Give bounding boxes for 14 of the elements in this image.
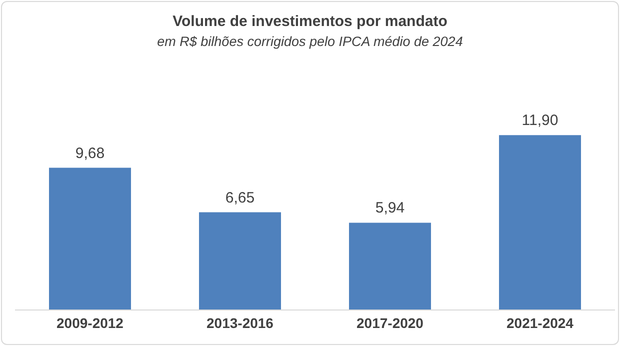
bar (499, 135, 581, 310)
x-tick-label: 2009-2012 (56, 314, 124, 331)
data-label: 5,94 (375, 200, 405, 217)
bar (49, 168, 131, 310)
x-tick-label: 2013-2016 (206, 314, 274, 331)
x-tick-label: 2021-2024 (506, 314, 574, 331)
bar (199, 212, 281, 310)
data-label: 9,68 (75, 144, 105, 162)
bar (349, 222, 431, 310)
x-tick-label: 2017-2020 (356, 314, 424, 331)
chart-subtitle: em R$ bilhões corrigidos pelo IPCA médio de 2024 (156, 34, 464, 49)
chart-title: Volume de investimentos por mandato (172, 13, 448, 30)
data-label: 6,65 (225, 189, 255, 206)
data-label: 11,90 (522, 112, 558, 130)
